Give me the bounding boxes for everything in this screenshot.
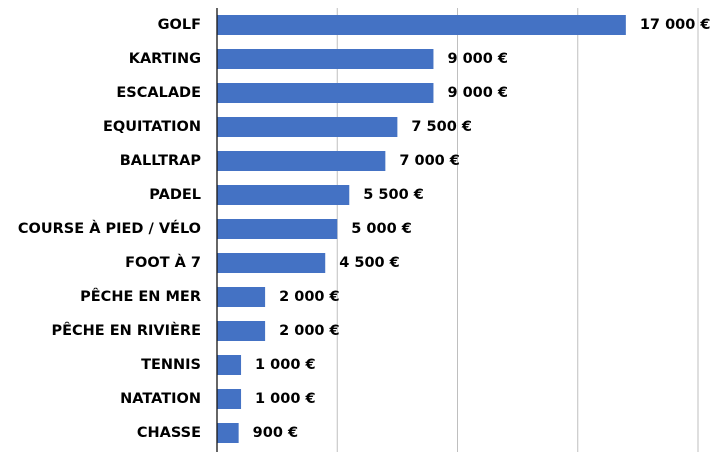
category-label-natation: NATATION [120, 391, 201, 407]
bar-golf [217, 15, 626, 35]
bar-escalade [217, 83, 434, 103]
value-label-equitation: 7 500 € [411, 119, 472, 135]
bars [217, 15, 626, 443]
bar-balltrap [217, 151, 386, 171]
value-label-course-a-pied-velo: 5 000 € [351, 221, 412, 237]
bar-equitation [217, 117, 398, 137]
value-label-peche-en-mer: 2 000 € [279, 289, 340, 305]
bar-padel [217, 185, 350, 205]
bar-foot-a-7 [217, 253, 326, 273]
category-label-escalade: ESCALADE [116, 85, 201, 101]
category-labels: GOLF KARTING ESCALADE EQUITATION BALLTRAP PAD… [18, 17, 201, 441]
value-label-golf: 17 000 € [640, 17, 711, 33]
category-label-golf: GOLF [158, 17, 201, 33]
bar-natation [217, 389, 242, 409]
value-label-balltrap: 7 000 € [399, 153, 460, 169]
category-label-tennis: TENNIS [141, 357, 201, 373]
value-label-foot-a-7: 4 500 € [339, 255, 400, 271]
value-label-peche-en-riviere: 2 000 € [279, 323, 340, 339]
category-label-chasse: CHASSE [137, 425, 201, 441]
category-label-equitation: EQUITATION [103, 119, 201, 135]
category-label-peche-en-riviere: PÊCHE EN RIVIÈRE [51, 322, 201, 339]
bar-tennis [217, 355, 242, 375]
value-labels: 17 000 € 9 000 € 9 000 € 7 500 € 7 000 € 5 50… [253, 17, 711, 441]
category-label-peche-en-mer: PÊCHE EN MER [80, 288, 201, 305]
bar-peche-en-mer [217, 287, 266, 307]
value-label-padel: 5 500 € [363, 187, 424, 203]
category-label-course-a-pied-velo: COURSE À PIED / VÉLO [18, 220, 201, 237]
category-label-balltrap: BALLTRAP [120, 153, 202, 169]
bar-peche-en-riviere [217, 321, 266, 341]
category-label-foot-a-7: FOOT À 7 [125, 254, 201, 271]
category-label-karting: KARTING [129, 51, 201, 67]
bar-course-a-pied-velo [217, 219, 338, 239]
value-label-chasse: 900 € [253, 425, 298, 441]
value-label-natation: 1 000 € [255, 391, 316, 407]
value-label-tennis: 1 000 € [255, 357, 316, 373]
bar-chasse [217, 423, 239, 443]
bar-karting [217, 49, 434, 69]
value-label-escalade: 9 000 € [447, 85, 508, 101]
value-label-karting: 9 000 € [447, 51, 508, 67]
category-label-padel: PADEL [149, 187, 201, 203]
